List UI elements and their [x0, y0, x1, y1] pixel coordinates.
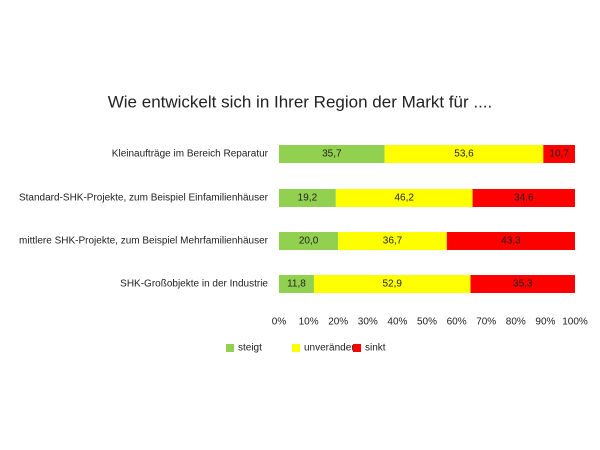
x-tick-label: 30% [358, 317, 378, 328]
data-label: 34,6 [514, 193, 534, 204]
legend-swatch [292, 344, 300, 352]
x-tick-label: 0% [272, 317, 287, 328]
bar-segment [446, 232, 575, 250]
legend-swatch [353, 344, 361, 352]
x-tick-label: 100% [562, 317, 588, 328]
y-tick-label: Standard-SHK-Projekte, zum Beispiel Einf… [19, 193, 269, 204]
x-tick-label: 70% [476, 317, 496, 328]
data-label: 35,7 [322, 149, 342, 160]
bar-segment [279, 275, 314, 293]
bar-segment [470, 275, 575, 293]
bar-segment [335, 189, 473, 207]
data-label: 52,9 [382, 279, 402, 290]
data-label: 35,3 [513, 279, 533, 290]
legend-label: steigt [238, 343, 262, 354]
x-tick-label: 90% [535, 317, 555, 328]
legend-swatch [226, 344, 234, 352]
data-label: 10,7 [549, 149, 569, 160]
data-label: 43,3 [501, 236, 521, 247]
bar-segment [384, 145, 544, 163]
legend-label: unverändert [304, 343, 358, 354]
data-label: 36,7 [383, 236, 403, 247]
chart-title: Wie entwickelt sich in Ihrer Region der … [108, 92, 493, 111]
x-tick-label: 60% [447, 317, 467, 328]
bar-segment [279, 232, 339, 250]
x-tick-label: 50% [417, 317, 437, 328]
legend-label: sinkt [365, 343, 386, 354]
bar-segment [472, 189, 575, 207]
bar-segment [279, 189, 336, 207]
x-tick-label: 40% [387, 317, 407, 328]
x-tick-label: 20% [328, 317, 348, 328]
data-label: 11,8 [287, 279, 306, 290]
data-label: 20,0 [299, 236, 319, 247]
bar-segment [313, 275, 471, 293]
y-tick-label: SHK-Großobjekte in der Industrie [120, 279, 268, 290]
data-label: 53,6 [454, 149, 474, 160]
bar-segment [338, 232, 447, 250]
x-tick-label: 80% [506, 317, 526, 328]
data-label: 19,2 [298, 193, 318, 204]
bar-segment [279, 145, 385, 163]
data-label: 46,2 [394, 193, 414, 204]
x-tick-label: 10% [299, 317, 319, 328]
y-tick-label: mittlere SHK-Projekte, zum Beispiel Mehr… [19, 236, 269, 247]
y-tick-label: Kleinaufträge im Bereich Reparatur [112, 149, 269, 160]
bar-segment [543, 145, 575, 163]
